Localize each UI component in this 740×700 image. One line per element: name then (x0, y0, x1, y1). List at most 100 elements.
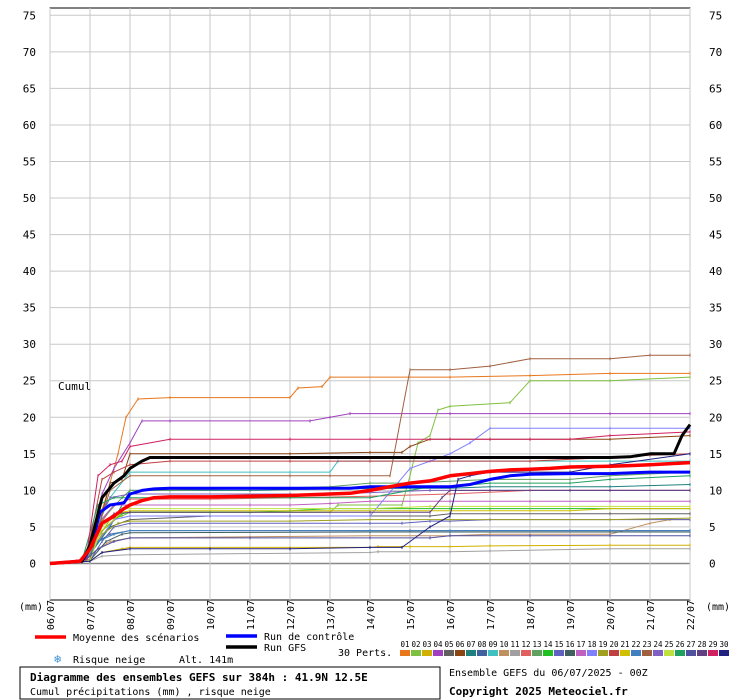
run-info: Ensemble GEFS du 06/07/2025 - 00Z (449, 668, 648, 679)
x-tick-label: 20/07 (606, 600, 617, 630)
y-axis-label: Cumul (58, 380, 91, 393)
pert-swatch (521, 650, 531, 656)
x-axis: 06/07 07/07 08/07 09/07 10/07 11/07 12/07 13/07… (46, 600, 697, 630)
y-tick-label-left: 0 (29, 557, 36, 570)
perturbation-line-25 (49, 505, 690, 564)
pert-swatch (631, 650, 641, 656)
pert-number: 29 (708, 640, 717, 649)
pert-swatch (477, 650, 487, 656)
pert-swatch (708, 650, 718, 656)
pert-number: 04 (433, 640, 443, 649)
legend-snow-label: Risque neige (73, 655, 145, 666)
pert-number: 30 (719, 640, 729, 649)
legend-gfs-label: Run GFS (264, 643, 306, 654)
x-tick-label: 14/07 (366, 600, 377, 630)
pert-swatch (455, 650, 465, 656)
pert-number: 21 (620, 640, 629, 649)
pert-swatch (422, 650, 432, 656)
pert-swatch (686, 650, 696, 656)
perturbations-label: 30 Perts. (338, 648, 392, 659)
x-tick-label: 19/07 (566, 600, 577, 630)
pert-number: 09 (488, 640, 497, 649)
x-tick-label: 08/07 (126, 600, 137, 630)
x-tick-label: 13/07 (326, 600, 337, 630)
x-tick-label: 06/07 (46, 600, 57, 630)
y-tick-label-right: 35 (709, 302, 722, 315)
main-lines (49, 423, 692, 566)
perturbation-line-27 (49, 535, 690, 564)
pert-number: 15 (554, 640, 563, 649)
x-tick-label: 15/07 (406, 600, 417, 630)
pert-number: 23 (642, 640, 651, 649)
y-tick-label-left: 60 (23, 119, 36, 132)
pert-number: 07 (466, 640, 475, 649)
y-tick-label-right: 70 (709, 46, 722, 59)
y-tick-label-right: 30 (709, 338, 722, 351)
y-tick-label-left: 20 (23, 411, 36, 424)
y-tick-label-right: 55 (709, 155, 722, 168)
y-tick-label-left: 70 (23, 46, 36, 59)
pert-number: 06 (455, 640, 465, 649)
pert-swatch (543, 650, 553, 656)
y-tick-label-right: 40 (709, 265, 722, 278)
pert-swatch (444, 650, 454, 656)
x-tick-label: 17/07 (486, 600, 497, 630)
pert-number: 03 (422, 640, 431, 649)
legend-control-label: Run de contrôle (264, 631, 354, 643)
x-tick-label: 18/07 (526, 600, 537, 630)
y-tick-label-left: 10 (23, 484, 36, 497)
y-unit-left: (mm) (19, 602, 43, 613)
pert-number: 24 (653, 640, 663, 649)
pert-swatch (466, 650, 476, 656)
y-tick-label-right: 0 (709, 557, 716, 570)
pert-swatch (609, 650, 619, 656)
pert-number: 12 (521, 640, 530, 649)
y-tick-label-left: 5 (29, 521, 36, 534)
y-tick-label-left: 50 (23, 192, 36, 205)
pert-swatch (532, 650, 542, 656)
pert-number: 16 (565, 640, 575, 649)
pert-number: 10 (499, 640, 509, 649)
series-line-1 (49, 470, 690, 565)
pert-swatch (411, 650, 421, 656)
pert-swatch (719, 650, 729, 656)
pert-swatch (598, 650, 608, 656)
pert-swatch (499, 650, 509, 656)
y-tick-label-left: 25 (23, 375, 36, 388)
pert-swatch (576, 650, 586, 656)
pert-number: 05 (444, 640, 453, 649)
y-tick-label-right: 20 (709, 411, 722, 424)
pert-number: 27 (686, 640, 695, 649)
y-tick-label-right: 15 (709, 448, 722, 461)
y-tick-label-left: 15 (23, 448, 36, 461)
pert-number: 11 (510, 640, 519, 649)
x-tick-label: 12/07 (286, 600, 297, 630)
legend-altitude: Alt. 141m (179, 655, 233, 666)
copyright: Copyright 2025 Meteociel.fr (449, 685, 628, 698)
pert-number: 14 (543, 640, 553, 649)
pert-swatch (433, 650, 443, 656)
y-tick-label-left: 30 (23, 338, 36, 351)
grid (49, 8, 691, 600)
perturbation-line-22 (49, 530, 690, 564)
y-unit-right: (mm) (706, 602, 730, 613)
pert-swatch (400, 650, 410, 656)
title-box (19, 666, 441, 700)
pert-number: 13 (532, 640, 541, 649)
x-tick-label: 21/07 (646, 600, 657, 630)
x-tick-label: 09/07 (166, 600, 177, 630)
pert-number: 28 (697, 640, 707, 649)
y-tick-label-right: 5 (709, 521, 716, 534)
pert-number: 25 (664, 640, 673, 649)
snowflake-icon: ❄ (54, 652, 61, 666)
pert-swatch (697, 650, 707, 656)
pert-number: 08 (477, 640, 487, 649)
pert-number: 22 (631, 640, 640, 649)
x-tick-label: 10/07 (206, 600, 217, 630)
x-tick-label: 16/07 (446, 600, 457, 630)
pert-swatch (587, 650, 597, 656)
pert-swatch (664, 650, 674, 656)
pert-number: 02 (411, 640, 420, 649)
pert-swatch (620, 650, 630, 656)
